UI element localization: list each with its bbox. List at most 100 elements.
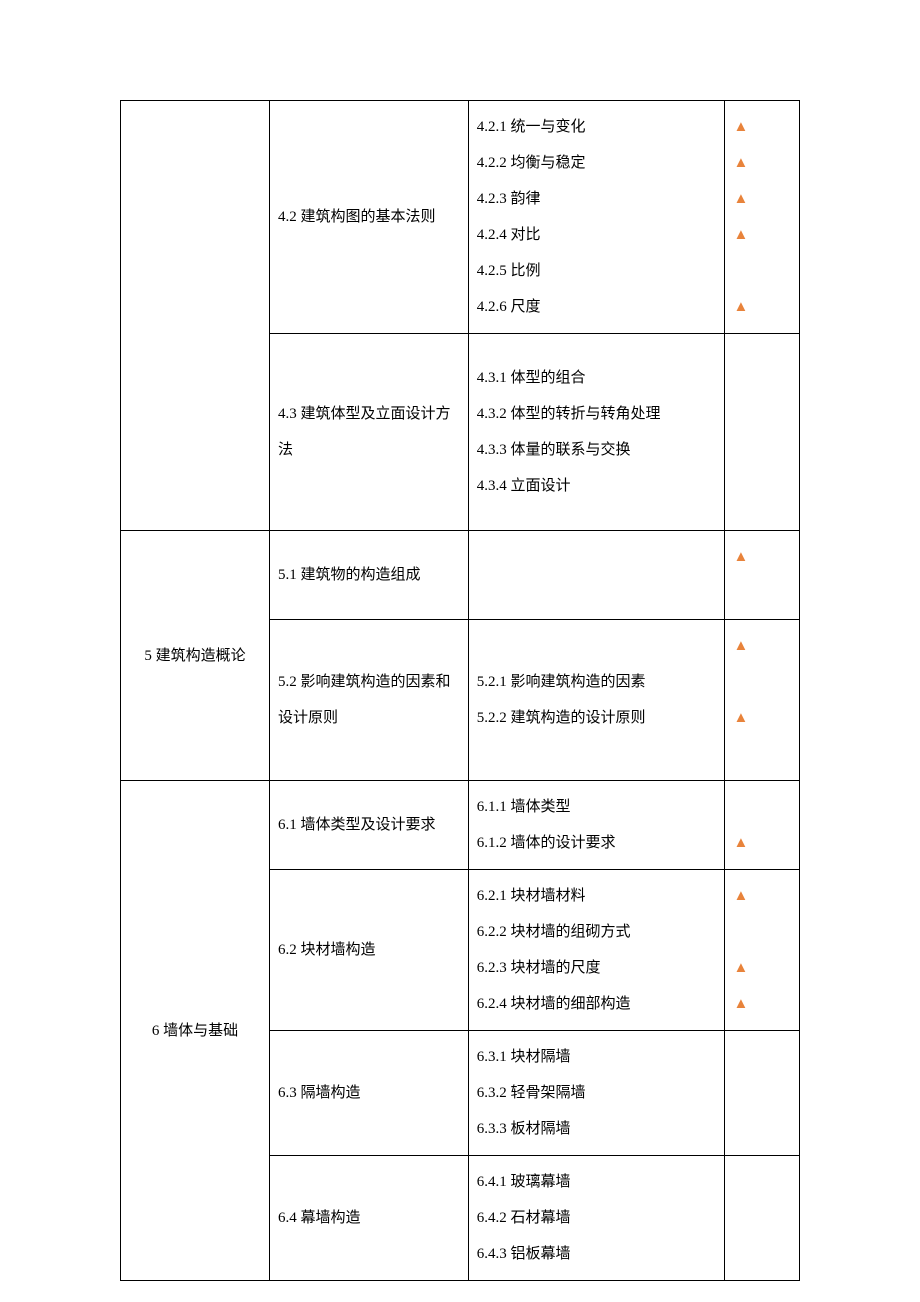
section-label: 6.2 块材墙构造 xyxy=(278,942,376,958)
marker-line xyxy=(733,914,791,950)
section-label: 6.4 幕墙构造 xyxy=(278,1210,361,1226)
marker-line xyxy=(733,1039,791,1075)
subsection-item: 4.2.1 统一与变化 xyxy=(477,109,717,145)
subsection-item: 4.3.4 立面设计 xyxy=(477,468,717,504)
marker-line: ▲ xyxy=(733,628,791,664)
triangle-icon: ▲ xyxy=(733,710,748,726)
triangle-icon: ▲ xyxy=(733,960,748,976)
marker-cell xyxy=(725,1156,800,1281)
triangle-icon: ▲ xyxy=(733,549,748,565)
marker-cell: ▲ ▲ ▲ xyxy=(725,870,800,1031)
marker-line xyxy=(733,342,791,378)
marker-line xyxy=(733,253,791,289)
subsection-item: 5.2.2 建筑构造的设计原则 xyxy=(477,700,717,736)
subsection-cell: 6.3.1 块材隔墙 6.3.2 轻骨架隔墙 6.3.3 板材隔墙 xyxy=(468,1031,725,1156)
section-cell: 6.4 幕墙构造 xyxy=(270,1156,469,1281)
subsection-item: 6.3.2 轻骨架隔墙 xyxy=(477,1075,717,1111)
subsection-item: 6.2.4 块材墙的细部构造 xyxy=(477,986,717,1022)
marker-line xyxy=(733,450,791,486)
section-label: 6.1 墙体类型及设计要求 xyxy=(278,817,436,833)
subsection-item: 6.3.3 板材隔墙 xyxy=(477,1111,717,1147)
marker-line: ▲ xyxy=(733,289,791,325)
subsection-item: 6.1.2 墙体的设计要求 xyxy=(477,825,717,861)
subsection-item: 4.2.5 比例 xyxy=(477,253,717,289)
subsection-item: 6.3.1 块材隔墙 xyxy=(477,1039,717,1075)
subsection-item: 4.3.1 体型的组合 xyxy=(477,360,717,396)
marker-line xyxy=(733,378,791,414)
subsection-cell: 4.3.1 体型的组合 4.3.2 体型的转折与转角处理 4.3.3 体量的联系… xyxy=(468,334,725,531)
subsection-item xyxy=(477,539,717,575)
marker-line xyxy=(733,1236,791,1272)
subsection-item: 4.3.2 体型的转折与转角处理 xyxy=(477,396,717,432)
subsection-cell: 4.2.1 统一与变化 4.2.2 均衡与稳定 4.2.3 韵律 4.2.4 对… xyxy=(468,101,725,334)
triangle-icon: ▲ xyxy=(733,638,748,654)
marker-line xyxy=(733,1111,791,1147)
marker-line: ▲ xyxy=(733,217,791,253)
subsection-item: 6.2.3 块材墙的尺度 xyxy=(477,950,717,986)
marker-line xyxy=(733,1200,791,1236)
subsection-item: 6.4.1 玻璃幕墙 xyxy=(477,1164,717,1200)
marker-line: ▲ xyxy=(733,878,791,914)
section-cell: 5.2 影响建筑构造的因素和设计原则 xyxy=(270,620,469,781)
subsection-cell: 6.2.1 块材墙材料 6.2.2 块材墙的组砌方式 6.2.3 块材墙的尺度 … xyxy=(468,870,725,1031)
section-label: 6.3 隔墙构造 xyxy=(278,1085,361,1101)
triangle-icon: ▲ xyxy=(733,191,748,207)
marker-line xyxy=(733,789,791,825)
section-label: 5.2 影响建筑构造的因素和设计原则 xyxy=(278,674,451,726)
marker-line: ▲ xyxy=(733,700,791,736)
marker-line xyxy=(733,1164,791,1200)
triangle-icon: ▲ xyxy=(733,299,748,315)
triangle-icon: ▲ xyxy=(733,888,748,904)
marker-cell: ▲ ▲ xyxy=(725,620,800,781)
chapter-label: 6 墙体与基础 xyxy=(152,1023,238,1039)
subsection-item: 4.3.3 体量的联系与交换 xyxy=(477,432,717,468)
marker-line: ▲ xyxy=(733,825,791,861)
marker-line: ▲ xyxy=(733,145,791,181)
subsection-item xyxy=(477,575,717,611)
subsection-item: 6.1.1 墙体类型 xyxy=(477,789,717,825)
section-cell: 4.3 建筑体型及立面设计方法 xyxy=(270,334,469,531)
section-cell: 4.2 建筑构图的基本法则 xyxy=(270,101,469,334)
subsection-item: 6.2.1 块材墙材料 xyxy=(477,878,717,914)
section-cell: 5.1 建筑物的构造组成 xyxy=(270,531,469,620)
chapter-cell xyxy=(121,101,270,531)
subsection-item: 4.2.3 韵律 xyxy=(477,181,717,217)
subsection-item: 6.4.2 石材幕墙 xyxy=(477,1200,717,1236)
marker-line: ▲ xyxy=(733,986,791,1022)
triangle-icon: ▲ xyxy=(733,155,748,171)
marker-line: ▲ xyxy=(733,181,791,217)
marker-cell: ▲ xyxy=(725,781,800,870)
marker-line: ▲ xyxy=(733,539,791,575)
subsection-item: 4.2.2 均衡与稳定 xyxy=(477,145,717,181)
section-cell: 6.2 块材墙构造 xyxy=(270,870,469,1031)
subsection-item: 6.2.2 块材墙的组砌方式 xyxy=(477,914,717,950)
marker-cell xyxy=(725,1031,800,1156)
marker-line: ▲ xyxy=(733,109,791,145)
section-cell: 6.3 隔墙构造 xyxy=(270,1031,469,1156)
marker-line xyxy=(733,486,791,522)
marker-line xyxy=(733,414,791,450)
marker-line xyxy=(733,664,791,700)
triangle-icon: ▲ xyxy=(733,119,748,135)
outline-table: 4.2 建筑构图的基本法则 4.2.1 统一与变化 4.2.2 均衡与稳定 4.… xyxy=(120,100,800,1281)
table-row: 6 墙体与基础 6.1 墙体类型及设计要求 6.1.1 墙体类型 6.1.2 墙… xyxy=(121,781,800,870)
triangle-icon: ▲ xyxy=(733,227,748,243)
subsection-item: 5.2.1 影响建筑构造的因素 xyxy=(477,664,717,700)
chapter-label: 5 建筑构造概论 xyxy=(144,648,245,664)
table-row: 5 建筑构造概论 5.1 建筑物的构造组成 ▲ xyxy=(121,531,800,620)
subsection-cell: 5.2.1 影响建筑构造的因素 5.2.2 建筑构造的设计原则 xyxy=(468,620,725,781)
subsection-cell: 6.1.1 墙体类型 6.1.2 墙体的设计要求 xyxy=(468,781,725,870)
section-label: 4.2 建筑构图的基本法则 xyxy=(278,209,436,225)
subsection-cell xyxy=(468,531,725,620)
table-body: 4.2 建筑构图的基本法则 4.2.1 统一与变化 4.2.2 均衡与稳定 4.… xyxy=(121,101,800,1281)
marker-cell: ▲ xyxy=(725,531,800,620)
marker-line: ▲ xyxy=(733,950,791,986)
marker-line xyxy=(733,736,791,772)
subsection-item: 4.2.4 对比 xyxy=(477,217,717,253)
marker-cell xyxy=(725,334,800,531)
marker-line xyxy=(733,575,791,611)
chapter-cell: 5 建筑构造概论 xyxy=(121,531,270,781)
marker-cell: ▲ ▲ ▲ ▲ ▲ xyxy=(725,101,800,334)
marker-line xyxy=(733,1075,791,1111)
subsection-cell: 6.4.1 玻璃幕墙 6.4.2 石材幕墙 6.4.3 铝板幕墙 xyxy=(468,1156,725,1281)
